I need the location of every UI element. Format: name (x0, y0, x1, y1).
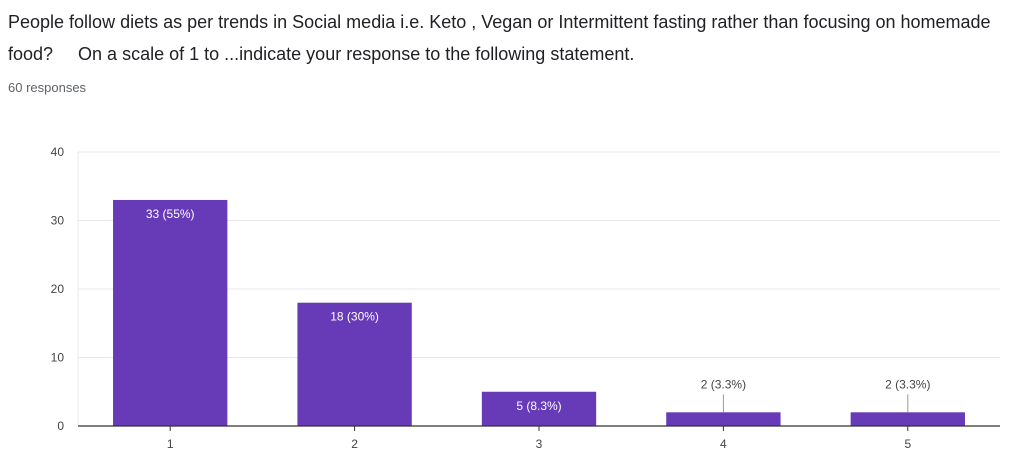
axes (78, 425, 1000, 431)
y-tick-label: 10 (51, 351, 65, 365)
data-label: 2 (3.3%) (885, 377, 930, 391)
x-tick-label: 1 (167, 437, 174, 451)
y-tick-label: 30 (51, 214, 65, 228)
labels: 0 10 20 30 40 1 33 (55%) 2 18 (30%) 3 5 (8.3%) 4 2 (… (51, 145, 931, 451)
x-tick-label: 4 (720, 437, 727, 451)
x-tick-label: 5 (904, 437, 911, 451)
data-label: 2 (3.3%) (701, 377, 746, 391)
response-count: 60 responses (8, 80, 87, 95)
y-tick-label: 40 (51, 145, 65, 159)
bar-3 (481, 391, 597, 426)
bar-4 (666, 412, 781, 426)
x-tick-label: 3 (536, 437, 543, 451)
data-label: 18 (30%) (330, 310, 379, 324)
bar-2 (297, 302, 412, 426)
bars (113, 199, 965, 426)
x-tick-label: 2 (351, 437, 358, 451)
question-title: People follow diets as per trends in Soc… (8, 12, 996, 64)
data-label: 33 (55%) (146, 207, 195, 221)
bar-5 (850, 412, 965, 426)
bar-1 (113, 199, 228, 426)
gridlines (77, 151, 1000, 426)
y-tick-label: 0 (57, 419, 64, 433)
data-label: 5 (8.3%) (516, 399, 561, 413)
y-tick-label: 20 (51, 282, 65, 296)
